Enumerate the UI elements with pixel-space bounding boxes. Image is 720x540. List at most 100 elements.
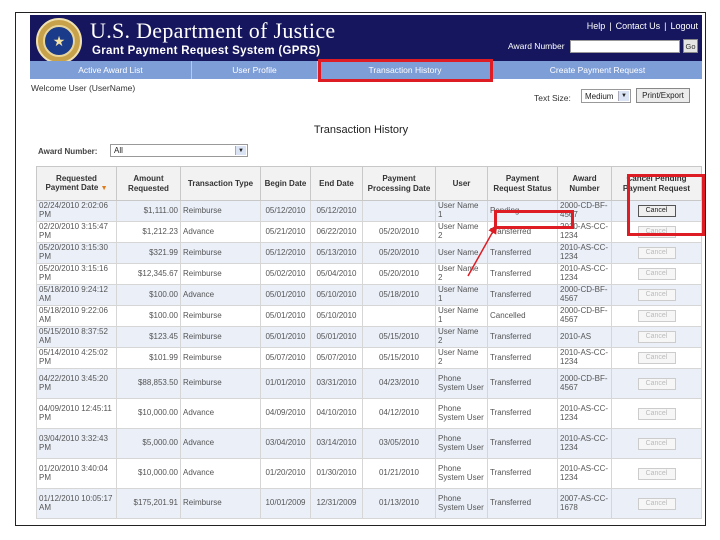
row-user: User Name 2 (435, 347, 488, 369)
row-end-date: 05/10/2010 (310, 305, 363, 327)
award-number-input[interactable] (570, 40, 680, 53)
row-requested-date: 04/22/2010 3:45:20 PM (36, 368, 117, 399)
top-links: Help | Contact Us | Logout (586, 21, 698, 31)
table-row: 03/04/2010 3:32:43 PM $5,000.00 Advance 03/… (36, 428, 702, 459)
row-end-date: 05/12/2010 (310, 200, 363, 222)
row-award-number: 2010-AS-CC-1234 (557, 428, 612, 459)
row-award-number: 2000-CD-BF-4567 (557, 305, 612, 327)
table-row: 01/12/2010 10:05:17 AM $175,201.91 Reimbur… (36, 488, 702, 519)
logout-link[interactable]: Logout (670, 21, 698, 31)
row-status: Transferred (487, 368, 558, 399)
row-cancel-cell: Cancel (611, 458, 702, 489)
row-type: Reimburse (180, 305, 261, 327)
main-nav: Active Award List User Profile Transacti… (30, 61, 702, 79)
welcome-text: Welcome User (UserName) (31, 83, 136, 93)
row-begin-date: 05/01/2010 (260, 305, 311, 327)
cancel-button[interactable]: Cancel (637, 352, 676, 364)
row-cancel-cell: Cancel (611, 284, 702, 306)
highlight-cancel-column (627, 174, 705, 236)
row-requested-date: 05/14/2010 4:25:02 PM (36, 347, 117, 369)
nav-active-award-list[interactable]: Active Award List (30, 61, 192, 79)
row-end-date: 05/01/2010 (310, 326, 363, 348)
row-type: Reimburse (180, 200, 261, 222)
row-type: Reimburse (180, 326, 261, 348)
row-end-date: 05/04/2010 (310, 263, 363, 285)
row-end-date: 03/31/2010 (310, 368, 363, 399)
text-size-select[interactable]: Medium ▼ (581, 89, 631, 103)
table-row: 04/22/2010 3:45:20 PM $88,853.50 Reimburse… (36, 368, 702, 399)
row-amount: $175,201.91 (116, 488, 181, 519)
cancel-button[interactable]: Cancel (637, 407, 676, 420)
row-cancel-cell: Cancel (611, 368, 702, 399)
row-begin-date: 10/01/2009 (260, 488, 311, 519)
row-requested-date: 03/04/2010 3:32:43 PM (36, 428, 117, 459)
cancel-button[interactable]: Cancel (637, 310, 676, 322)
row-amount: $100.00 (116, 305, 181, 327)
table-row: 05/20/2010 3:15:30 PM $321.99 Reimburse 05/… (36, 242, 702, 264)
row-begin-date: 05/01/2010 (260, 284, 311, 306)
row-cancel-cell: Cancel (611, 428, 702, 459)
col-award-number[interactable]: Award Number (557, 166, 612, 201)
col-requested-payment-date[interactable]: Requested Payment Date ▼ (36, 166, 117, 201)
cancel-button[interactable]: Cancel (637, 268, 676, 280)
help-link[interactable]: Help (586, 21, 606, 31)
award-filter-label: Award Number: (38, 147, 98, 156)
row-begin-date: 01/01/2010 (260, 368, 311, 399)
row-type: Advance (180, 428, 261, 459)
text-size-value: Medium (585, 91, 614, 101)
highlight-pending-status (494, 210, 574, 229)
award-filter-select[interactable]: All ▼ (110, 144, 248, 157)
print-export-button[interactable]: Print/Export (636, 88, 690, 103)
row-processing-date: 05/20/2010 (362, 221, 436, 243)
row-cancel-cell: Cancel (611, 398, 702, 429)
row-user: Phone System User (435, 488, 488, 519)
page-title: Transaction History (313, 124, 409, 136)
award-filter-value: All (114, 146, 123, 155)
row-processing-date: 05/20/2010 (362, 263, 436, 285)
cancel-button[interactable]: Cancel (637, 497, 676, 510)
annotation-arrow (467, 224, 497, 277)
row-type: Advance (180, 284, 261, 306)
col-user[interactable]: User (435, 166, 488, 201)
row-processing-date (362, 200, 436, 222)
row-user: Phone System User (435, 368, 488, 399)
cancel-button[interactable]: Cancel (637, 205, 676, 217)
row-end-date: 04/10/2010 (310, 398, 363, 429)
row-amount: $1,111.00 (116, 200, 181, 222)
go-button[interactable]: Go (683, 39, 698, 53)
cancel-button[interactable]: Cancel (637, 289, 676, 301)
row-begin-date: 05/12/2010 (260, 200, 311, 222)
cancel-button[interactable]: Cancel (637, 467, 676, 480)
row-amount: $10,000.00 (116, 398, 181, 429)
row-cancel-cell: Cancel (611, 263, 702, 285)
col-amount-requested[interactable]: Amount Requested (116, 166, 181, 201)
cancel-button[interactable]: Cancel (637, 377, 676, 390)
row-status: Cancelled (487, 305, 558, 327)
row-processing-date: 05/20/2010 (362, 242, 436, 264)
col-payment-request-status[interactable]: Payment Request Status (487, 166, 558, 201)
row-requested-date: 04/09/2010 12:45:11 PM (36, 398, 117, 429)
col-transaction-type[interactable]: Transaction Type (180, 166, 261, 201)
row-end-date: 06/22/2010 (310, 221, 363, 243)
row-award-number: 2010-AS-CC-1234 (557, 458, 612, 489)
col-payment-processing-date[interactable]: Payment Processing Date (362, 166, 436, 201)
row-end-date: 05/13/2010 (310, 242, 363, 264)
col-end-date[interactable]: End Date (310, 166, 363, 201)
nav-create-payment-request[interactable]: Create Payment Request (549, 65, 646, 75)
contact-us-link[interactable]: Contact Us (615, 21, 661, 31)
row-amount: $12,345.67 (116, 263, 181, 285)
cancel-button[interactable]: Cancel (637, 247, 676, 259)
row-begin-date: 05/07/2010 (260, 347, 311, 369)
row-requested-date: 01/12/2010 10:05:17 AM (36, 488, 117, 519)
row-award-number: 2010-AS (557, 326, 612, 348)
table-row: 05/15/2010 8:37:52 AM $123.45 Reimburse 05/… (36, 326, 702, 348)
row-user: Phone System User (435, 428, 488, 459)
row-amount: $1,212.23 (116, 221, 181, 243)
row-processing-date (362, 305, 436, 327)
cancel-button[interactable]: Cancel (637, 437, 676, 450)
col-begin-date[interactable]: Begin Date (260, 166, 311, 201)
row-begin-date: 05/02/2010 (260, 263, 311, 285)
cancel-button[interactable]: Cancel (637, 331, 676, 343)
system-title: Grant Payment Request System (GPRS) (92, 45, 321, 57)
nav-user-profile[interactable]: User Profile (192, 61, 318, 79)
